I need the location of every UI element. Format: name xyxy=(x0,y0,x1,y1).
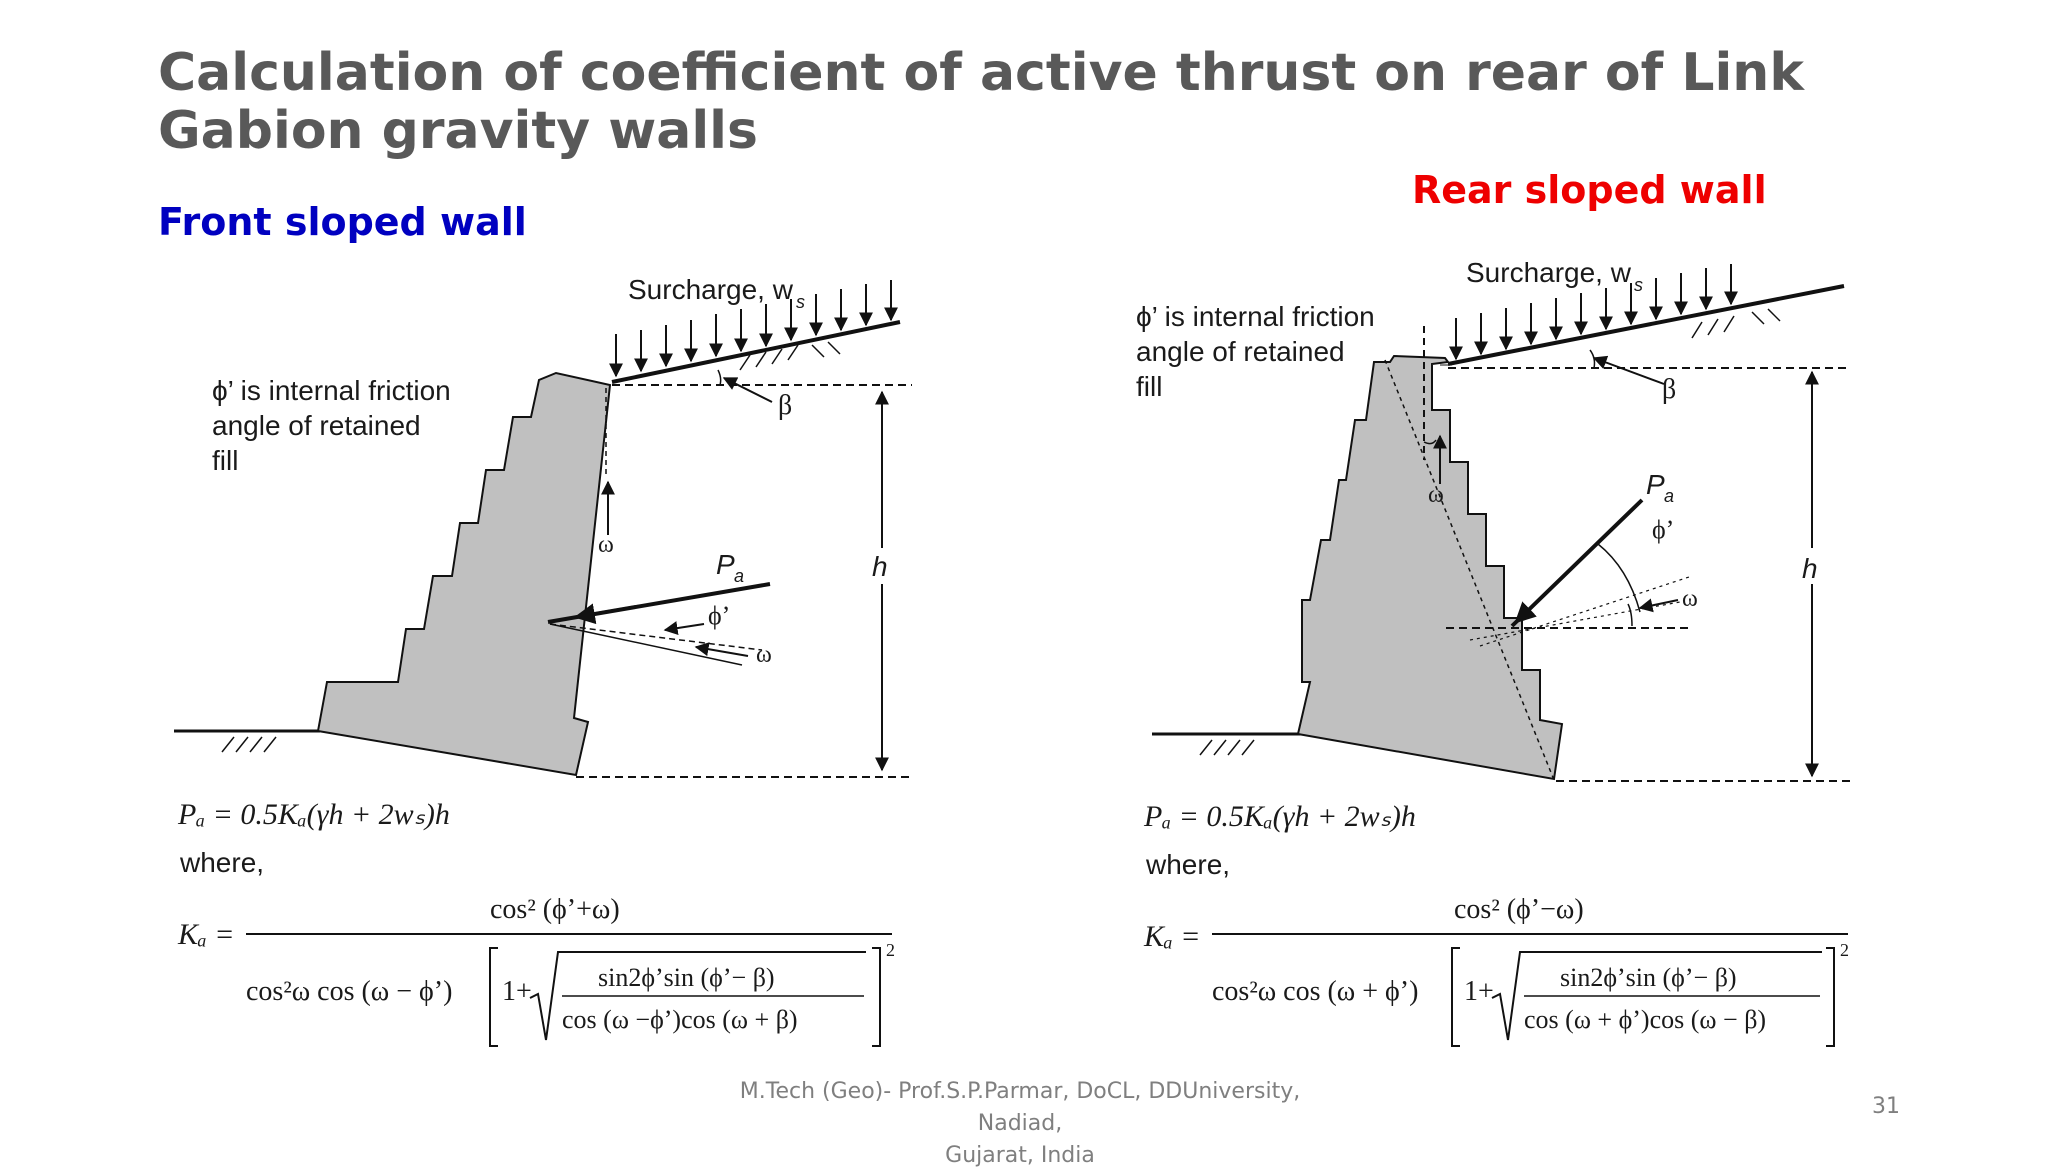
front-pa-label: P xyxy=(716,549,735,580)
front-note-line1: ϕ’ is internal friction xyxy=(212,375,451,406)
front-note-line3: fill xyxy=(212,445,238,476)
rear-left-bracket xyxy=(1451,947,1460,1047)
rear-height-label: h xyxy=(1802,553,1818,584)
rear-wall-diagram: Surcharge, w s β ω h P a ϕ’ ω ϕ’ is inte… xyxy=(1136,257,1850,782)
rear-note-line1: ϕ’ is internal friction xyxy=(1136,301,1375,332)
page-number: 31 xyxy=(1872,1094,1900,1119)
slide-title-line2: Gabion gravity walls xyxy=(158,101,758,161)
rear-equations: Pₐ = 0.5Kₐ(γh + 2wₛ)h where, Kₐ = cos² (… xyxy=(1143,800,1849,1047)
rear-backfill-surface xyxy=(1447,284,1845,366)
front-sqrt-sign xyxy=(529,951,866,1041)
front-ka-root-numerator: sin2ϕ’sin (ϕ’− β) xyxy=(598,963,775,992)
front-beta-arrow xyxy=(722,377,773,403)
front-beta-label: β xyxy=(778,390,792,421)
front-ka-power: 2 xyxy=(886,940,895,960)
rear-ka-lhs: Kₐ = xyxy=(1143,920,1201,953)
rear-sqrt-sign xyxy=(1491,951,1822,1041)
footer-line1: M.Tech (Geo)- Prof.S.P.Parmar, DoCL, DDU… xyxy=(739,1079,1301,1136)
front-surcharge-label: Surcharge, w xyxy=(628,274,794,305)
rear-beta-arrow xyxy=(1592,355,1665,385)
rear-beta-label: β xyxy=(1662,374,1676,405)
front-horizontal-dashed xyxy=(549,623,763,651)
front-gabion-wall xyxy=(316,371,612,777)
front-height-label: h xyxy=(872,551,888,582)
front-ka-numerator: cos² (ϕ’+ω) xyxy=(490,894,620,925)
rear-ka-root-numerator: sin2ϕ’sin (ϕ’− β) xyxy=(1560,963,1737,992)
front-normal-line xyxy=(549,623,743,666)
rear-ka-root-denominator: cos (ω + ϕ’)cos (ω − β) xyxy=(1524,1005,1766,1034)
slide-title-line1: Calculation of coefficient of active thr… xyxy=(158,43,1804,103)
front-where: where, xyxy=(179,847,264,878)
front-ka-denominator-left: cos²ω cos (ω − ϕ’) xyxy=(246,976,452,1007)
rear-phi-label: ϕ’ xyxy=(1652,515,1674,544)
footer-line2: Gujarat, India xyxy=(945,1143,1095,1168)
front-phi-label: ϕ’ xyxy=(708,601,730,630)
front-surcharge-arrows xyxy=(609,280,898,378)
rear-backfill-hatch xyxy=(1691,308,1781,339)
rear-ka-power: 2 xyxy=(1840,940,1849,960)
rear-note-line2: angle of retained xyxy=(1136,336,1345,367)
front-pa-equation: Pₐ = 0.5Kₐ(γh + 2wₛ)h xyxy=(177,798,450,831)
rear-note-line3: fill xyxy=(1136,371,1162,402)
rear-omega2-label: ω xyxy=(1682,586,1698,612)
front-ka-lhs: Kₐ = xyxy=(177,918,235,951)
rear-thrust-arrow xyxy=(1514,574,1566,624)
front-backfill-hatch xyxy=(739,341,841,371)
front-phi-arrow xyxy=(663,621,705,636)
front-equations: Pₐ = 0.5Kₐ(γh + 2wₛ)h where, Kₐ = cos² (… xyxy=(177,798,895,1047)
rear-gabion-wall xyxy=(1296,354,1564,781)
slide-title: Calculation of coefficient of active thr… xyxy=(158,44,1858,160)
rear-surcharge-sub: s xyxy=(1634,275,1643,295)
front-omega-label: ω xyxy=(598,532,614,558)
rear-wall-back-dashed xyxy=(1384,359,1555,781)
front-ka-one-plus: 1+ xyxy=(502,976,532,1007)
front-backfill-surface xyxy=(611,320,901,384)
rear-pa-equation: Pₐ = 0.5Kₐ(γh + 2wₛ)h xyxy=(1143,800,1416,833)
front-right-bracket xyxy=(872,947,881,1047)
rear-pa-label: P xyxy=(1646,469,1665,500)
rear-wall-heading: Rear sloped wall xyxy=(1412,168,1767,212)
rear-surcharge-label: Surcharge, w xyxy=(1466,257,1632,288)
rear-omega2-arrow xyxy=(1638,598,1679,613)
front-omega2-arrow xyxy=(694,642,749,657)
front-surcharge-sub: s xyxy=(796,292,805,312)
rear-surcharge-arrows xyxy=(1449,264,1738,361)
rear-ground-hatch xyxy=(1199,739,1255,756)
front-left-bracket xyxy=(489,947,498,1047)
rear-pa-sub: a xyxy=(1664,486,1674,506)
front-wall-diagram: Surcharge, w s β ω h P a ϕ’ ω ϕ’ is inte… xyxy=(174,274,912,778)
front-ka-root-denominator: cos (ω −ϕ’)cos (ω + β) xyxy=(562,1005,798,1034)
front-wall-heading: Front sloped wall xyxy=(158,200,527,244)
rear-phi-arc xyxy=(1597,543,1641,613)
rear-ka-denominator-left: cos²ω cos (ω + ϕ’) xyxy=(1212,976,1418,1007)
slide-footer: M.Tech (Geo)- Prof.S.P.Parmar, DoCL, DDU… xyxy=(700,1076,1340,1172)
front-thrust-arrow xyxy=(573,603,641,625)
front-omega2-label: ω xyxy=(756,642,772,668)
rear-normal-dotted xyxy=(1479,575,1693,647)
rear-ka-numerator: cos² (ϕ’−ω) xyxy=(1454,894,1584,925)
rear-where: where, xyxy=(1145,849,1230,880)
rear-omega-label: ω xyxy=(1428,482,1444,508)
front-note-line2: angle of retained xyxy=(212,410,421,441)
rear-right-bracket xyxy=(1826,947,1835,1047)
front-pa-sub: a xyxy=(734,566,744,586)
front-ground-hatch xyxy=(221,736,277,753)
rear-ka-one-plus: 1+ xyxy=(1464,976,1494,1007)
